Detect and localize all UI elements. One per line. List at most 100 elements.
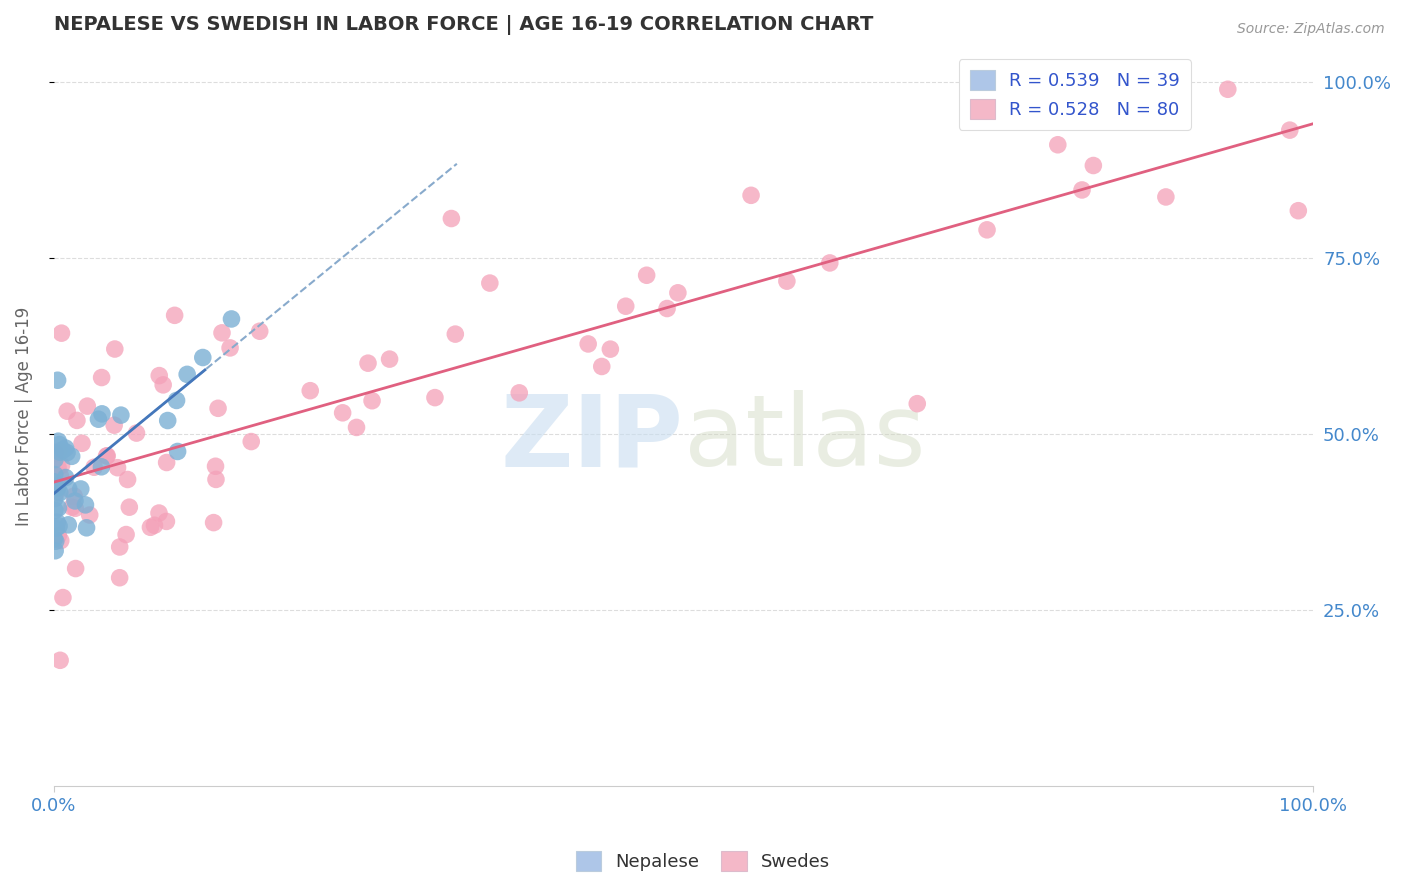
- Point: [614, 299, 637, 313]
- Point: [56, 445, 79, 459]
- Point: [207, 401, 229, 416]
- Point: [655, 301, 678, 316]
- Point: [46, 528, 69, 542]
- Point: [357, 356, 380, 370]
- Point: [45, 534, 67, 549]
- Point: [44, 467, 66, 482]
- Point: [361, 393, 384, 408]
- Point: [91, 407, 114, 421]
- Point: [440, 211, 463, 226]
- Point: [63, 494, 86, 508]
- Text: atlas: atlas: [683, 390, 925, 487]
- Text: ZIP: ZIP: [501, 390, 683, 487]
- Point: [96, 449, 118, 463]
- Point: [48, 519, 70, 533]
- Point: [44, 532, 66, 546]
- Point: [219, 341, 242, 355]
- Point: [152, 377, 174, 392]
- Point: [60, 500, 83, 515]
- Point: [108, 571, 131, 585]
- Legend: Nepalese, Swedes: Nepalese, Swedes: [568, 844, 838, 879]
- Point: [1083, 159, 1105, 173]
- Point: [591, 359, 613, 374]
- Point: [110, 408, 132, 422]
- Point: [49, 485, 72, 500]
- Text: Source: ZipAtlas.com: Source: ZipAtlas.com: [1237, 22, 1385, 37]
- Point: [202, 516, 225, 530]
- Point: [1046, 137, 1069, 152]
- Point: [44, 503, 66, 517]
- Point: [1278, 123, 1301, 137]
- Point: [52, 591, 75, 605]
- Point: [103, 418, 125, 433]
- Point: [49, 445, 72, 459]
- Point: [46, 516, 69, 530]
- Point: [90, 370, 112, 384]
- Point: [332, 406, 354, 420]
- Point: [44, 452, 66, 467]
- Point: [44, 543, 66, 558]
- Point: [163, 309, 186, 323]
- Point: [49, 533, 72, 548]
- Point: [299, 384, 322, 398]
- Point: [87, 412, 110, 426]
- Point: [63, 489, 86, 503]
- Point: [44, 477, 66, 491]
- Point: [576, 337, 599, 351]
- Point: [117, 473, 139, 487]
- Point: [1154, 190, 1177, 204]
- Point: [378, 352, 401, 367]
- Point: [599, 342, 621, 356]
- Point: [104, 342, 127, 356]
- Point: [76, 521, 98, 535]
- Point: [48, 444, 70, 458]
- Point: [76, 399, 98, 413]
- Point: [58, 482, 80, 496]
- Point: [49, 469, 72, 483]
- Point: [56, 404, 79, 418]
- Point: [65, 561, 87, 575]
- Point: [776, 274, 799, 288]
- Point: [46, 460, 69, 475]
- Point: [44, 446, 66, 460]
- Point: [166, 444, 188, 458]
- Point: [156, 455, 179, 469]
- Point: [905, 397, 928, 411]
- Point: [51, 326, 73, 340]
- Point: [204, 459, 226, 474]
- Point: [46, 373, 69, 387]
- Point: [508, 385, 530, 400]
- Point: [444, 327, 467, 342]
- Point: [118, 500, 141, 515]
- Point: [55, 441, 77, 455]
- Point: [346, 420, 368, 434]
- Point: [148, 506, 170, 520]
- Point: [125, 426, 148, 441]
- Point: [60, 450, 83, 464]
- Point: [66, 413, 89, 427]
- Point: [636, 268, 658, 283]
- Point: [221, 312, 243, 326]
- Point: [818, 256, 841, 270]
- Point: [1216, 82, 1239, 96]
- Point: [148, 368, 170, 383]
- Point: [423, 391, 446, 405]
- Point: [55, 470, 77, 484]
- Point: [48, 501, 70, 516]
- Point: [69, 482, 91, 496]
- Legend: R = 0.539   N = 39, R = 0.528   N = 80: R = 0.539 N = 39, R = 0.528 N = 80: [959, 60, 1191, 130]
- Y-axis label: In Labor Force | Age 16-19: In Labor Force | Age 16-19: [15, 307, 32, 526]
- Point: [205, 472, 228, 486]
- Point: [976, 223, 998, 237]
- Point: [107, 460, 129, 475]
- Point: [1286, 203, 1309, 218]
- Point: [478, 276, 501, 290]
- Point: [166, 393, 188, 408]
- Point: [45, 521, 67, 535]
- Point: [48, 437, 70, 451]
- Point: [139, 520, 162, 534]
- Point: [666, 285, 689, 300]
- Point: [1071, 183, 1094, 197]
- Point: [143, 518, 166, 533]
- Point: [115, 527, 138, 541]
